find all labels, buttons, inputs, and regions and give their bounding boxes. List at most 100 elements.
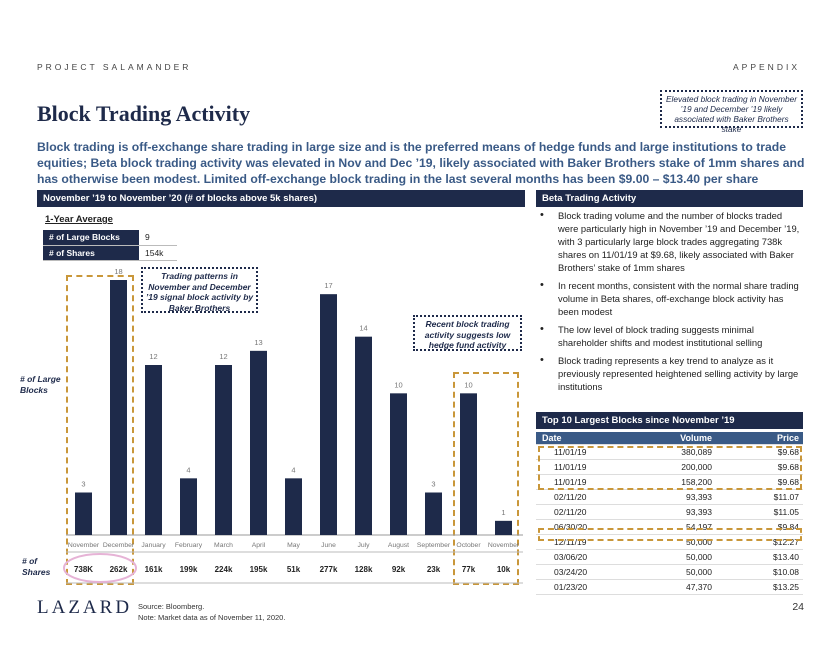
price-cell: $9.68 — [712, 459, 803, 475]
dec-trade-highlight — [538, 528, 802, 541]
shares-value: 195k — [250, 565, 268, 574]
beta-section-header: Beta Trading Activity — [536, 190, 803, 207]
category-label: April — [252, 542, 266, 549]
bar — [145, 365, 162, 535]
col-date: Date — [536, 432, 614, 445]
project-name: PROJECT SALAMANDER — [37, 62, 192, 72]
col-volume: Volume — [614, 432, 712, 445]
top10-row: 01/23/20 47,370 $13.25 — [536, 579, 803, 595]
bullet-item: The low level of block trading suggests … — [536, 323, 804, 349]
shares-value: 161k — [145, 565, 163, 574]
category-label: November — [488, 542, 520, 549]
category-label: December — [103, 542, 135, 549]
bar-value-label: 12 — [219, 352, 227, 361]
category-label: October — [456, 542, 481, 549]
date-cell: 03/06/20 — [536, 549, 614, 565]
top10-row: 11/01/19 158,200 $9.68 — [536, 474, 803, 490]
price-cell: $10.08 — [712, 564, 803, 580]
bar-value-label: 10 — [394, 380, 402, 389]
shares-circle-highlight — [63, 553, 137, 583]
date-cell: 03/24/20 — [536, 564, 614, 580]
volume-cell: 93,393 — [614, 504, 712, 520]
page-subtitle: Block trading is off-exchange share trad… — [37, 140, 805, 186]
shares-value: 738K — [74, 565, 93, 574]
bar — [110, 280, 127, 535]
category-label: July — [357, 542, 370, 549]
category-label: February — [175, 542, 203, 549]
market-note: Note: Market data as of November 11, 202… — [138, 613, 286, 622]
bar — [215, 365, 232, 535]
price-cell: $11.07 — [712, 489, 803, 505]
october-highlight-box — [453, 372, 519, 585]
first-trades-highlight — [538, 446, 802, 490]
shares-value: 92k — [392, 565, 406, 574]
bar-value-label: 18 — [114, 267, 122, 276]
top10-row: 03/24/20 50,000 $10.08 — [536, 564, 803, 580]
bar — [355, 336, 372, 535]
footnotes: Source: Bloomberg. Note: Market data as … — [138, 601, 285, 623]
shares-label: # of Shares — [22, 556, 50, 578]
top10-header: Top 10 Largest Blocks since November ’19 — [536, 412, 803, 429]
category-label: August — [388, 542, 409, 549]
volume-cell: 50,000 — [614, 534, 712, 550]
category-label: September — [417, 542, 451, 549]
date-cell: 02/11/20 — [536, 504, 614, 520]
bar-value-label: 17 — [324, 281, 332, 290]
top10-row: 11/01/19 200,000 $9.68 — [536, 459, 803, 475]
volume-cell: 50,000 — [614, 564, 712, 580]
average-table: # of Large Blocks 9 # of Shares 154k — [43, 230, 177, 261]
shares-value: 23k — [427, 565, 441, 574]
average-value: 154k — [139, 245, 177, 261]
category-label: June — [321, 542, 336, 549]
bar-value-label: 1 — [501, 508, 505, 517]
average-row-blocks: # of Large Blocks 9 — [43, 230, 177, 246]
bar — [75, 492, 92, 535]
volume-cell: 47,370 — [614, 579, 712, 595]
average-key: # of Shares — [43, 245, 139, 261]
category-label: January — [141, 542, 166, 549]
y-axis-label-line2: Blocks — [20, 385, 48, 395]
bar-value-label: 12 — [149, 352, 157, 361]
shares-value: 51k — [287, 565, 301, 574]
volume-cell: 54,197 — [614, 519, 712, 535]
average-key: # of Large Blocks — [43, 230, 139, 246]
shares-label-line1: # of — [22, 556, 38, 566]
price-cell: $13.40 — [712, 549, 803, 565]
top10-row: 02/11/20 93,393 $11.07 — [536, 489, 803, 505]
shares-value: 77k — [462, 565, 476, 574]
bar-value-label: 3 — [81, 480, 85, 489]
top10-row: 06/30/20 54,197 $9.84 — [536, 519, 803, 535]
bar — [250, 350, 267, 535]
category-label: November — [68, 542, 100, 549]
date-cell: 06/30/20 — [536, 519, 614, 535]
bar-value-label: 10 — [464, 380, 472, 389]
page-number: 24 — [792, 601, 804, 613]
bar-value-label: 13 — [254, 338, 262, 347]
page-title: Block Trading Activity — [37, 101, 251, 126]
shares-label-line2: Shares — [22, 567, 51, 577]
chart-section-header: November ’19 to November ’20 (# of block… — [37, 190, 525, 207]
volume-cell: 93,393 — [614, 489, 712, 505]
bar — [460, 393, 477, 535]
shares-value: 199k — [180, 565, 198, 574]
top10-head-row: Date Volume Price — [536, 432, 803, 445]
bar-value-label: 4 — [186, 465, 190, 474]
top10-row: 02/11/20 93,393 $11.05 — [536, 504, 803, 520]
shares-value: 10k — [497, 565, 511, 574]
price-cell: $9.84 — [712, 519, 803, 535]
beta-bullets: Block trading volume and the number of b… — [536, 209, 804, 398]
shares-value: 277k — [320, 565, 338, 574]
volume-cell: 50,000 — [614, 549, 712, 565]
bullet-item: Block trading volume and the number of b… — [536, 209, 804, 274]
lazard-logo: LAZARD — [37, 597, 133, 618]
y-axis-label: # of Large Blocks — [20, 374, 61, 396]
top10-row: 03/06/20 50,000 $13.40 — [536, 549, 803, 565]
bar — [180, 478, 197, 535]
price-cell: $12.27 — [712, 534, 803, 550]
top10-row: 12/11/19 50,000 $12.27 — [536, 534, 803, 550]
baker-highlight-box — [66, 275, 134, 585]
date-cell: 12/11/19 — [536, 534, 614, 550]
bullet-item: Block trading represents a key trend to … — [536, 354, 804, 393]
shares-value: 262k — [110, 565, 128, 574]
